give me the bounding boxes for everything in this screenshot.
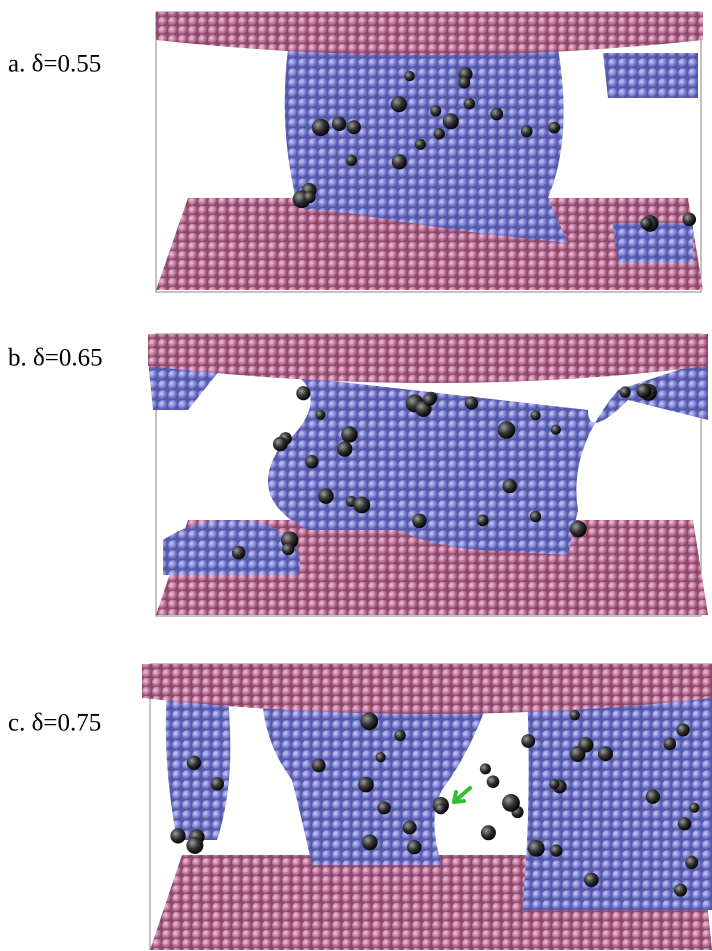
particle [315, 410, 325, 420]
particle [530, 410, 540, 420]
particle [232, 546, 246, 560]
particle [570, 710, 580, 720]
particle [689, 803, 699, 813]
particle [403, 820, 417, 834]
particle [312, 119, 330, 137]
particle [480, 763, 491, 774]
panel-label: b. δ=0.65 [8, 345, 103, 372]
panel-c [142, 664, 712, 950]
particle [550, 844, 562, 856]
particle [186, 837, 203, 854]
particle [530, 511, 541, 522]
particle [502, 794, 520, 812]
particle [318, 488, 334, 504]
particle [404, 71, 414, 81]
particle [376, 752, 386, 762]
particle [548, 122, 560, 134]
particle [640, 217, 652, 229]
particle [487, 775, 500, 788]
particle [434, 128, 445, 139]
particle [498, 421, 516, 439]
panel-a [156, 12, 703, 292]
particle [435, 803, 446, 814]
particle [464, 98, 475, 109]
droplet [603, 53, 698, 98]
particle [423, 393, 436, 406]
particle [551, 425, 561, 435]
top-plate [148, 334, 708, 383]
particle [304, 191, 316, 203]
particle [570, 521, 587, 538]
arrow [454, 788, 470, 802]
particle [392, 154, 407, 169]
particle [358, 777, 374, 793]
figure: a. δ=0.55 b. δ=0.65 c. δ=0.75 [0, 0, 712, 951]
particle [619, 386, 630, 397]
top-plate [156, 12, 703, 55]
particle [170, 828, 185, 843]
particle [646, 790, 660, 804]
particle [549, 779, 559, 789]
particle [570, 746, 586, 762]
particle [394, 730, 406, 742]
particle [443, 113, 459, 129]
particle [362, 835, 378, 851]
particle [663, 738, 676, 751]
particle [211, 777, 224, 790]
panel-label: a. δ=0.55 [8, 51, 101, 78]
particle [521, 734, 535, 748]
particle [332, 117, 346, 131]
particle [412, 514, 427, 529]
panel-label: c. δ=0.75 [8, 710, 101, 737]
particle [187, 756, 201, 770]
particle [305, 455, 318, 468]
liquid-bridge [262, 690, 492, 865]
particle [685, 856, 698, 869]
panel-b [148, 334, 708, 616]
liquid-bridge [522, 690, 712, 910]
particle [347, 120, 361, 134]
particle [391, 96, 407, 112]
particle [584, 873, 599, 888]
particle [341, 426, 357, 442]
particle [682, 213, 696, 227]
particle [346, 155, 357, 166]
particle [465, 396, 478, 409]
particle [337, 441, 352, 456]
particle [521, 125, 533, 137]
particle [481, 825, 496, 840]
particle [477, 515, 489, 527]
particle [490, 108, 503, 121]
particle [407, 840, 421, 854]
particle [282, 543, 294, 555]
particle [273, 437, 288, 452]
particle [360, 712, 378, 730]
particle [353, 497, 370, 514]
particle [415, 139, 426, 150]
particle [598, 746, 613, 761]
particle [674, 884, 687, 897]
particle [378, 801, 391, 814]
particle [528, 840, 545, 857]
particle [678, 817, 691, 830]
particle [312, 759, 326, 773]
page: a. δ=0.55 b. δ=0.65 c. δ=0.75 (() => { c… [0, 0, 712, 951]
particle [676, 723, 689, 736]
particle [296, 386, 310, 400]
particle [458, 77, 470, 89]
particle [503, 479, 517, 493]
particle [430, 105, 441, 116]
particle [636, 384, 651, 399]
